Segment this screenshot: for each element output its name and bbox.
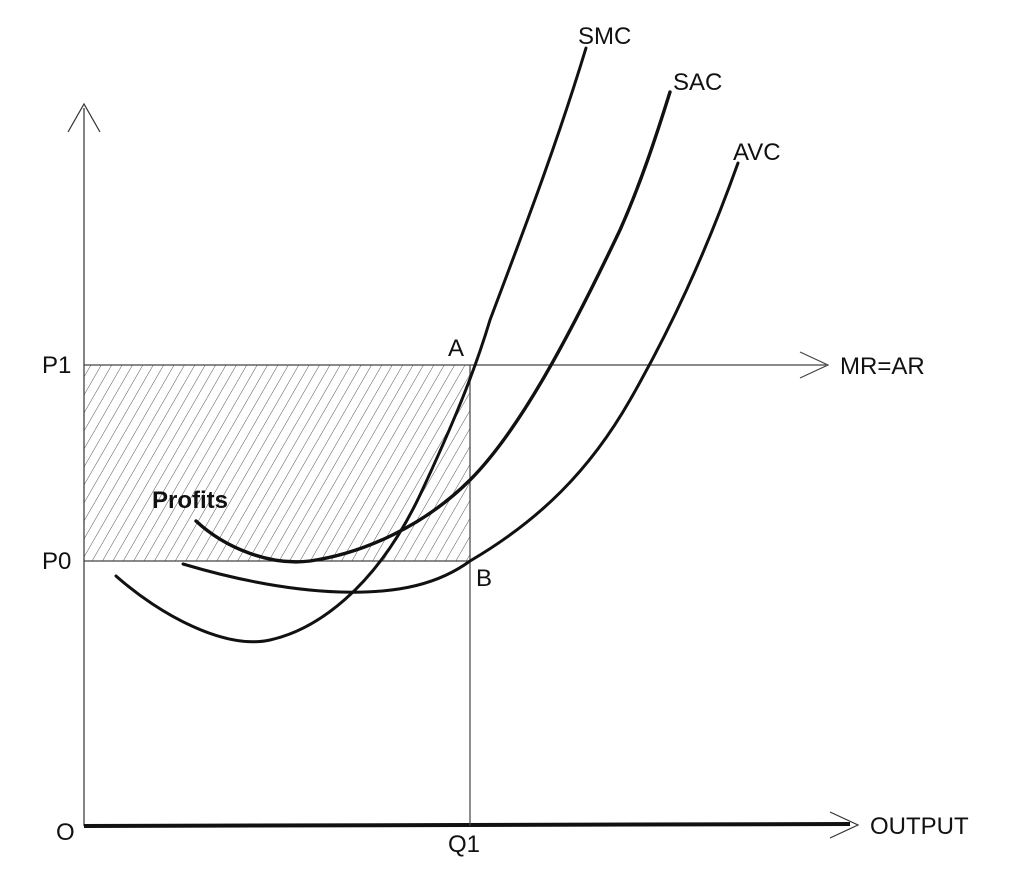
y-axis-arrowhead: [67, 102, 101, 133]
mr-ar-label: MR=AR: [840, 353, 925, 380]
sac-label: SAC: [673, 69, 722, 96]
avc-curve: [181, 161, 740, 594]
x-axis-label: OUTPUT: [870, 813, 969, 840]
smc-label: SMC: [578, 23, 631, 50]
x-axis-arrowhead: [829, 811, 860, 839]
sac-curve: [194, 90, 672, 564]
p1-label: P1: [42, 352, 71, 379]
mr-ar-arrowhead: [799, 351, 830, 379]
point-a-label: A: [448, 335, 464, 362]
q1-label: Q1: [448, 831, 480, 858]
avc-label: AVC: [733, 139, 781, 166]
point-b-label: B: [476, 565, 492, 592]
origin-label: O: [56, 819, 75, 846]
profits-label: Profits: [152, 487, 228, 514]
x-axis: [83, 822, 851, 828]
p0-label: P0: [42, 548, 71, 575]
profits-shaded-area: [83, 364, 471, 562]
smc-curve: [114, 46, 588, 644]
